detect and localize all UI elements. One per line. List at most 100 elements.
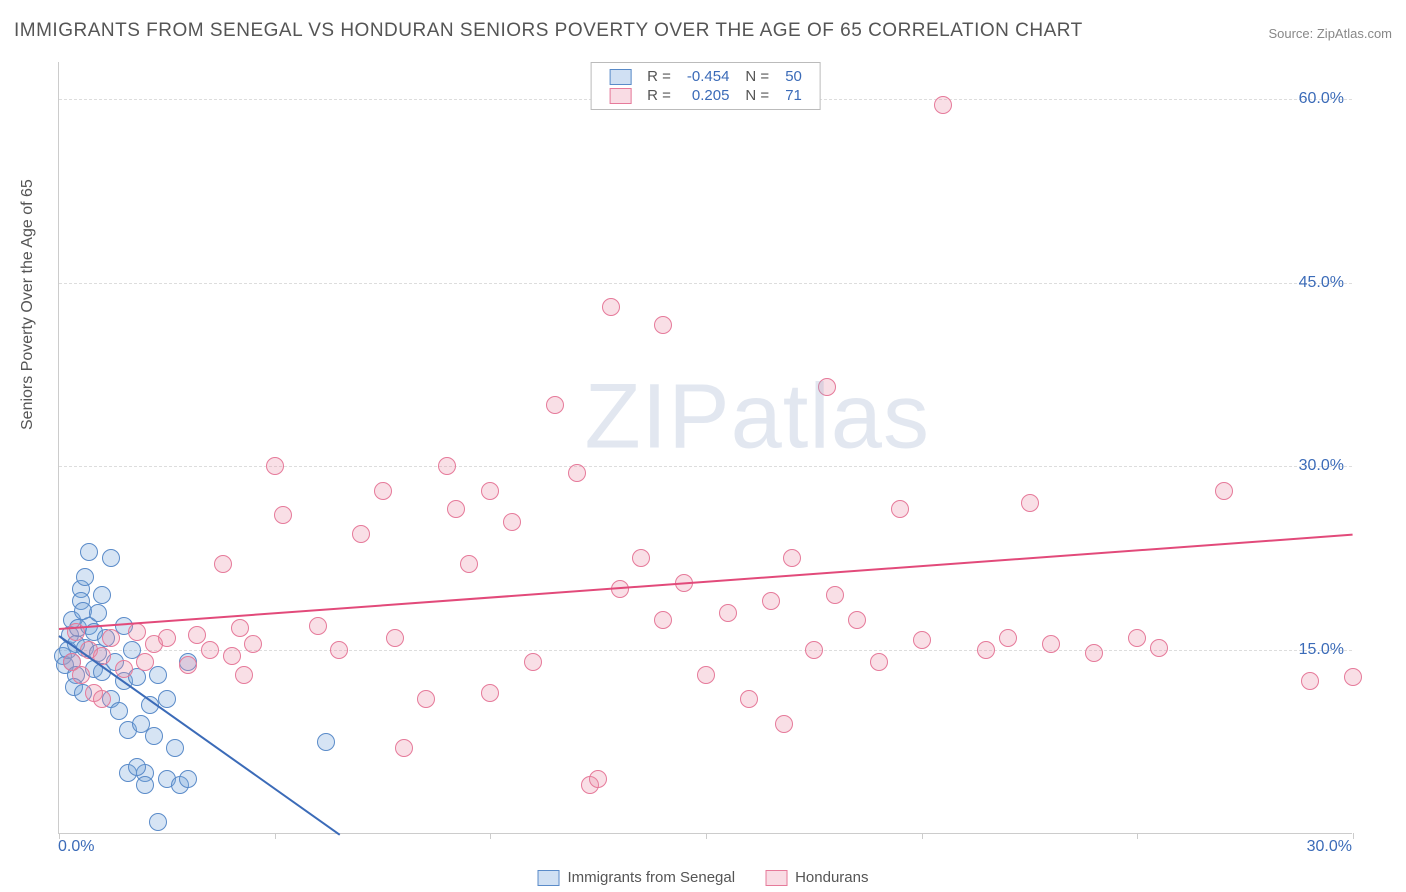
- data-point: [1042, 635, 1060, 653]
- x-tick-mark: [706, 833, 707, 839]
- legend-label-senegal: Immigrants from Senegal: [568, 869, 736, 886]
- data-point: [632, 549, 650, 567]
- data-point: [330, 641, 348, 659]
- data-point: [1085, 644, 1103, 662]
- gridline: [59, 466, 1352, 467]
- data-point: [1150, 639, 1168, 657]
- data-point: [274, 506, 292, 524]
- swatch-senegal: [609, 69, 631, 85]
- legend-correlation: R = -0.454 N = 50 R = 0.205 N = 71: [590, 62, 821, 110]
- data-point: [136, 653, 154, 671]
- x-tick-mark: [275, 833, 276, 839]
- data-point: [149, 813, 167, 831]
- data-point: [568, 464, 586, 482]
- data-point: [447, 500, 465, 518]
- data-point: [72, 666, 90, 684]
- data-point: [913, 631, 931, 649]
- swatch-senegal-icon: [538, 870, 560, 886]
- r-value-hondurans: 0.205: [679, 86, 738, 105]
- data-point: [1301, 672, 1319, 690]
- data-point: [179, 770, 197, 788]
- data-point: [826, 586, 844, 604]
- x-tick-mark: [922, 833, 923, 839]
- x-max-label: 30.0%: [1307, 838, 1352, 856]
- data-point: [266, 457, 284, 475]
- data-point: [805, 641, 823, 659]
- data-point: [145, 727, 163, 745]
- data-point: [166, 739, 184, 757]
- data-point: [188, 626, 206, 644]
- data-point: [783, 549, 801, 567]
- y-tick-label: 45.0%: [1299, 274, 1344, 292]
- plot-area: R = -0.454 N = 50 R = 0.205 N = 71 ZIPat…: [58, 62, 1352, 834]
- data-point: [1215, 482, 1233, 500]
- r-label: R =: [639, 86, 679, 105]
- y-axis-label: Seniors Poverty Over the Age of 65: [19, 179, 37, 430]
- data-point: [891, 500, 909, 518]
- data-point: [110, 702, 128, 720]
- n-label: N =: [737, 86, 777, 105]
- data-point: [503, 513, 521, 531]
- legend-series: Immigrants from Senegal Hondurans: [530, 869, 877, 886]
- n-label: N =: [737, 67, 777, 86]
- swatch-hondurans: [609, 88, 631, 104]
- data-point: [93, 690, 111, 708]
- data-point: [93, 586, 111, 604]
- legend-row-senegal: R = -0.454 N = 50: [601, 67, 810, 86]
- data-point: [481, 684, 499, 702]
- data-point: [395, 739, 413, 757]
- data-point: [128, 758, 146, 776]
- swatch-hondurans-icon: [765, 870, 787, 886]
- data-point: [309, 617, 327, 635]
- data-point: [740, 690, 758, 708]
- y-tick-label: 60.0%: [1299, 90, 1344, 108]
- data-point: [977, 641, 995, 659]
- data-point: [374, 482, 392, 500]
- data-point: [201, 641, 219, 659]
- data-point: [999, 629, 1017, 647]
- data-point: [102, 629, 120, 647]
- data-point: [102, 549, 120, 567]
- data-point: [848, 611, 866, 629]
- data-point: [231, 619, 249, 637]
- y-tick-label: 15.0%: [1299, 641, 1344, 659]
- data-point: [158, 629, 176, 647]
- x-tick-mark: [490, 833, 491, 839]
- data-point: [1344, 668, 1362, 686]
- legend-label-hondurans: Hondurans: [795, 869, 868, 886]
- data-point: [719, 604, 737, 622]
- data-point: [762, 592, 780, 610]
- data-point: [524, 653, 542, 671]
- data-point: [352, 525, 370, 543]
- data-point: [654, 611, 672, 629]
- source-label: Source: ZipAtlas.com: [1268, 26, 1392, 41]
- n-value-hondurans: 71: [777, 86, 810, 105]
- legend-row-hondurans: R = 0.205 N = 71: [601, 86, 810, 105]
- data-point: [158, 690, 176, 708]
- data-point: [214, 555, 232, 573]
- regression-line: [59, 534, 1353, 630]
- gridline: [59, 283, 1352, 284]
- data-point: [1128, 629, 1146, 647]
- data-point: [89, 604, 107, 622]
- data-point: [128, 623, 146, 641]
- data-point: [386, 629, 404, 647]
- legend-item-senegal: Immigrants from Senegal: [538, 869, 736, 886]
- data-point: [136, 776, 154, 794]
- data-point: [870, 653, 888, 671]
- data-point: [76, 568, 94, 586]
- legend-item-hondurans: Hondurans: [765, 869, 868, 886]
- data-point: [223, 647, 241, 665]
- n-value-senegal: 50: [777, 67, 810, 86]
- data-point: [602, 298, 620, 316]
- data-point: [244, 635, 262, 653]
- watermark: ZIPatlas: [584, 364, 929, 469]
- data-point: [934, 96, 952, 114]
- data-point: [775, 715, 793, 733]
- data-point: [481, 482, 499, 500]
- data-point: [818, 378, 836, 396]
- data-point: [80, 543, 98, 561]
- data-point: [654, 316, 672, 334]
- data-point: [317, 733, 335, 751]
- data-point: [546, 396, 564, 414]
